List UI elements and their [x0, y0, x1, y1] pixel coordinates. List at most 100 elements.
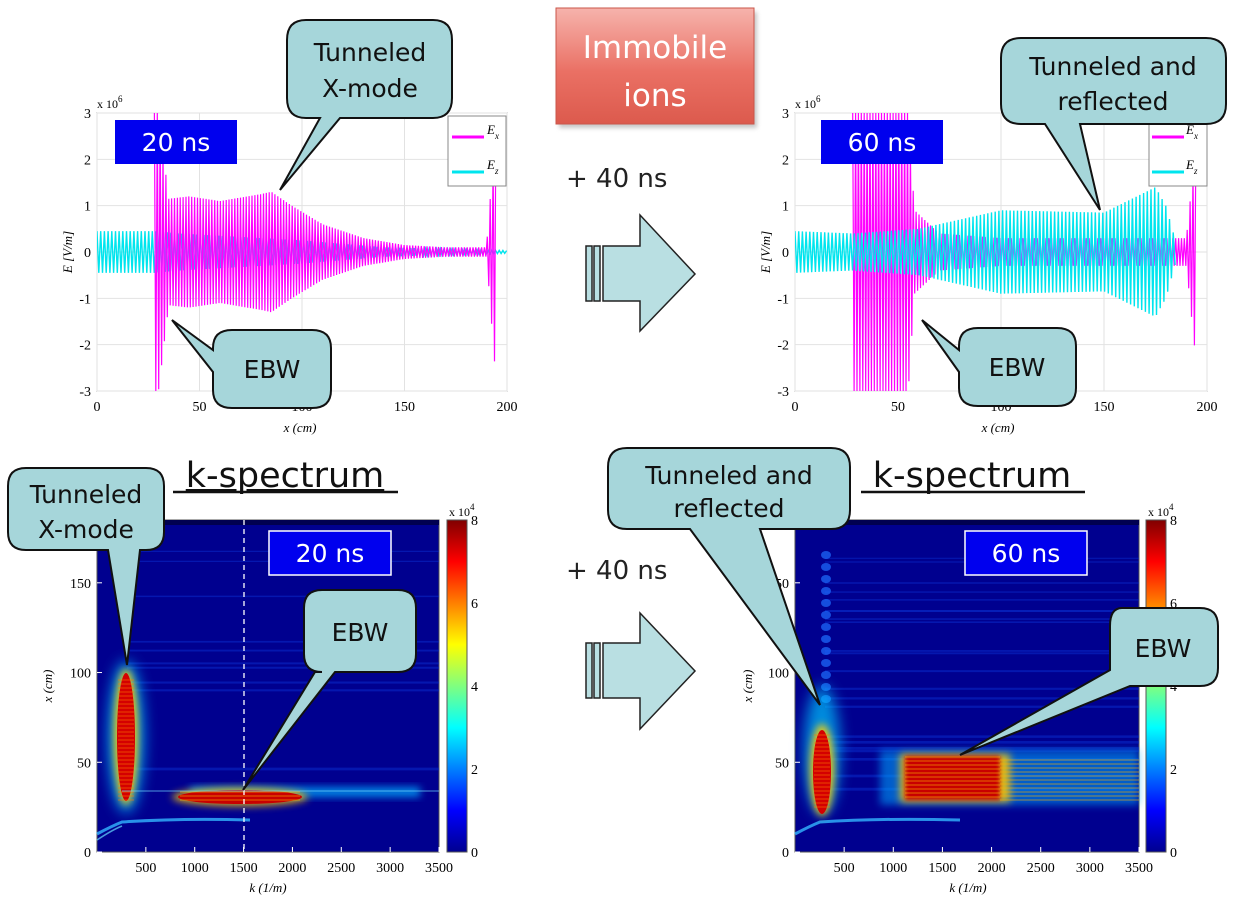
y-tick-label: 1: [84, 200, 91, 215]
colorbar-tick-label: 6: [1170, 597, 1177, 612]
y-tick-label: 2: [782, 153, 789, 168]
callouts: Tunneled X-mode EBW Tunneled and reflect…: [7, 19, 1227, 791]
callout-tunneled-reflected-top: [1000, 37, 1227, 211]
y-tick-label: 0: [782, 246, 789, 261]
ebw-stripes: [905, 756, 1139, 801]
spot: [821, 551, 831, 559]
spot: [821, 599, 831, 607]
y-axis-label: x (cm): [40, 670, 55, 704]
time-badge-label: 60 ns: [992, 539, 1061, 568]
colorbar-scale-label: x 104: [1148, 502, 1174, 519]
x-tick-label: 0: [94, 400, 101, 415]
kspectrum-title-right: k-spectrum: [873, 456, 1072, 496]
colorbar-tick-label: 4: [471, 680, 478, 695]
x-axis-label: x (cm): [981, 420, 1015, 435]
x-tick-label: 500: [834, 861, 855, 876]
y-axis-label: x (cm): [740, 670, 755, 704]
colorbar-tick-label: 2: [1170, 763, 1177, 778]
x-tick-label: 1000: [879, 861, 907, 876]
x-tick-label: 150: [394, 400, 415, 415]
colorbar-tick-label: 8: [471, 514, 478, 529]
callout-tunneled-xmode-top: [279, 19, 453, 191]
arrow-right-icon: [585, 213, 697, 333]
x-tick-label: 3000: [1076, 861, 1104, 876]
x-tick-label: 1500: [230, 861, 258, 876]
spot: [821, 587, 831, 595]
callout-text: X-mode: [322, 74, 418, 103]
y-tick-label: 1: [782, 200, 789, 215]
x-tick-label: 50: [193, 400, 207, 415]
x-axis-label: x (cm): [283, 420, 317, 435]
time-step-label-top: + 40 ns: [566, 164, 667, 194]
y-tick-label: 2: [84, 153, 91, 168]
xmode-stripes: [814, 734, 830, 808]
callout-ebw-top-left: [171, 319, 332, 409]
y-tick-label: -2: [777, 339, 789, 354]
y-scale-label: x 106: [795, 94, 821, 111]
colorbar-ticks: 8 6 4 2 0: [471, 514, 478, 861]
callout-ebw-top-right: [921, 319, 1077, 407]
y-tick-label: 50: [775, 756, 789, 771]
colorbar-tick-label: 6: [471, 597, 478, 612]
y-tick-label: -2: [79, 339, 91, 354]
time-badge-label: 60 ns: [848, 128, 917, 157]
time-badge-label: 20 ns: [296, 539, 365, 568]
x-tick-label: 3500: [1125, 861, 1153, 876]
colorbar-ticks: 8 6 4 2 0: [1170, 514, 1177, 861]
colorbar-scale-label: x 104: [449, 502, 475, 519]
title-box: Immobile ions: [555, 7, 757, 128]
x-tick-label: 3500: [425, 861, 453, 876]
callout-text: Tunneled and: [1028, 52, 1197, 81]
callout-tunneled-reflected-bottom: [607, 447, 851, 706]
time-badge-label: 20 ns: [142, 128, 211, 157]
spot: [821, 659, 831, 667]
colorbar-tick-label: 0: [1170, 846, 1177, 861]
time-badge: [964, 530, 1088, 576]
colorbar: 8 6 4 2 0 x 104: [446, 502, 478, 861]
title-line-2: ions: [623, 78, 686, 114]
y-tick-label: 0: [84, 246, 91, 261]
colorbar-tick-label: 0: [471, 846, 478, 861]
time-badge: [268, 530, 392, 576]
callout-text: EBW: [332, 618, 389, 647]
legend-label-ex: Ex: [486, 122, 499, 141]
callout-text: Tunneled and: [644, 461, 813, 490]
y-tick-label: -3: [79, 385, 91, 400]
y-tick-label: 0: [84, 846, 91, 861]
legend-label-ez: Ez: [486, 157, 499, 176]
x-tick-label: 3000: [376, 861, 404, 876]
arrow-right-icon: [585, 611, 697, 731]
colorbar-tick-label: 2: [471, 763, 478, 778]
callout-text: reflected: [1057, 87, 1168, 116]
x-axis-label: k (1/m): [249, 880, 286, 895]
series-ez: [795, 187, 1176, 316]
y-axis-label: E [V/m]: [60, 231, 75, 274]
kspectrum-title-left: k-spectrum: [186, 456, 385, 496]
time-step-label-bottom: + 40 ns: [566, 556, 667, 586]
callout-tunneled-xmode-bottom: [7, 467, 165, 666]
series-ex: [153, 113, 497, 391]
spot: [821, 647, 831, 655]
x-tick-label: 2000: [978, 861, 1006, 876]
y-tick-label: 3: [84, 107, 91, 122]
legend: Ex Ez: [447, 115, 507, 187]
y-tick-label: -3: [777, 385, 789, 400]
y-tick-label: 100: [768, 667, 789, 682]
series-line: [795, 187, 1176, 316]
callout-ebw-bottom-left: [242, 589, 417, 791]
xmode-stripes: [118, 679, 134, 801]
colorbar-tick-label: 4: [1170, 680, 1177, 695]
y-axis-label: E [V/m]: [758, 231, 773, 274]
x-tick-label: 2500: [327, 861, 355, 876]
spot: [821, 635, 831, 643]
x-tick-label: 1000: [181, 861, 209, 876]
time-badge: [821, 120, 943, 164]
legend-label-ez: Ez: [1185, 157, 1198, 176]
y-scale-label: x 106: [97, 94, 123, 111]
spot: [821, 623, 831, 631]
spot: [821, 611, 831, 619]
